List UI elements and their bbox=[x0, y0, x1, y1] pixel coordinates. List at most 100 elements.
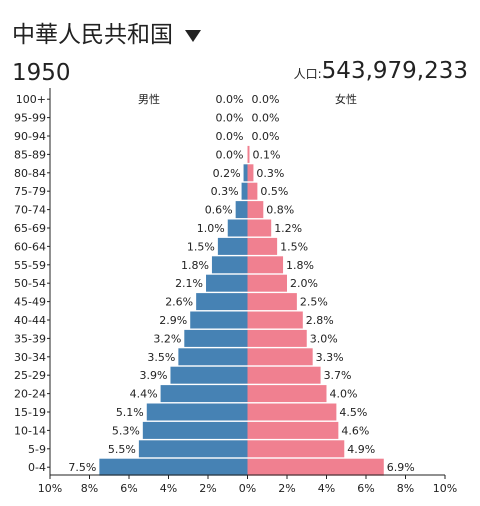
value-label-female: 0.0% bbox=[252, 93, 280, 106]
value-label-male: 0.0% bbox=[216, 148, 244, 161]
value-label-male: 2.1% bbox=[175, 277, 203, 290]
age-group-label: 70-74 bbox=[14, 204, 46, 217]
bar-male bbox=[196, 293, 248, 311]
value-label-male: 3.9% bbox=[140, 369, 168, 382]
value-label-female: 2.5% bbox=[300, 296, 328, 309]
bar-female bbox=[247, 440, 345, 458]
bar-male bbox=[99, 458, 248, 476]
age-group-label: 0-4 bbox=[28, 461, 46, 474]
value-label-male: 4.4% bbox=[130, 388, 158, 401]
age-group-label: 90-94 bbox=[14, 130, 46, 143]
value-label-female: 4.9% bbox=[347, 443, 375, 456]
x-tick-label: 4% bbox=[160, 482, 177, 495]
bar-male bbox=[178, 348, 248, 366]
value-label-female: 3.3% bbox=[316, 351, 344, 364]
age-group-label: 20-24 bbox=[14, 388, 46, 401]
bar-female bbox=[247, 274, 287, 292]
value-label-male: 0.0% bbox=[216, 130, 244, 143]
bar-female bbox=[247, 421, 339, 439]
value-label-male: 1.8% bbox=[181, 259, 209, 272]
age-group-label: 35-39 bbox=[14, 332, 46, 345]
age-group-label: 15-19 bbox=[14, 406, 46, 419]
bar-male bbox=[190, 311, 248, 329]
bar-male bbox=[211, 256, 248, 274]
value-label-female: 0.0% bbox=[252, 130, 280, 143]
value-label-male: 0.3% bbox=[211, 185, 239, 198]
series-label-male: 男性 bbox=[138, 92, 160, 106]
bar-male bbox=[146, 403, 248, 421]
value-label-male: 0.0% bbox=[216, 93, 244, 106]
value-label-female: 4.6% bbox=[341, 424, 369, 437]
bar-female bbox=[247, 256, 284, 274]
population-value: 543,979,233 bbox=[321, 58, 468, 84]
age-group-label: 25-29 bbox=[14, 369, 46, 382]
value-label-male: 0.0% bbox=[216, 112, 244, 125]
bar-female bbox=[247, 403, 337, 421]
age-group-label: 50-54 bbox=[14, 277, 46, 290]
value-label-female: 1.5% bbox=[280, 240, 308, 253]
bar-female bbox=[247, 458, 384, 476]
value-label-male: 3.5% bbox=[147, 351, 175, 364]
value-label-male: 5.3% bbox=[112, 424, 140, 437]
bar-male bbox=[243, 164, 248, 182]
bar-male bbox=[227, 219, 248, 237]
bar-male bbox=[217, 237, 248, 255]
value-label-male: 2.9% bbox=[159, 314, 187, 327]
bar-male bbox=[241, 182, 248, 200]
value-label-male: 2.6% bbox=[165, 296, 193, 309]
value-label-male: 5.1% bbox=[116, 406, 144, 419]
x-tick-label: 10% bbox=[433, 482, 457, 495]
bar-female bbox=[247, 219, 272, 237]
bar-female bbox=[247, 329, 307, 347]
x-tick-label: 6% bbox=[357, 482, 374, 495]
bar-female bbox=[247, 237, 278, 255]
value-label-female: 0.8% bbox=[266, 204, 294, 217]
value-label-male: 0.6% bbox=[205, 204, 233, 217]
age-group-label: 75-79 bbox=[14, 185, 46, 198]
age-group-label: 55-59 bbox=[14, 259, 46, 272]
age-group-label: 10-14 bbox=[14, 424, 46, 437]
triangle-down-icon bbox=[185, 30, 201, 42]
age-group-label: 60-64 bbox=[14, 240, 46, 253]
value-label-female: 0.5% bbox=[260, 185, 288, 198]
value-label-male: 5.5% bbox=[108, 443, 136, 456]
x-tick-label: 8% bbox=[81, 482, 98, 495]
series-label-female: 女性 bbox=[335, 92, 357, 106]
age-group-label: 85-89 bbox=[14, 148, 46, 161]
x-tick-label: 4% bbox=[318, 482, 335, 495]
age-group-label: 65-69 bbox=[14, 222, 46, 235]
age-group-label: 40-44 bbox=[14, 314, 46, 327]
value-label-female: 2.8% bbox=[306, 314, 334, 327]
age-group-label: 45-49 bbox=[14, 296, 46, 309]
x-tick-label: 2% bbox=[199, 482, 216, 495]
value-label-female: 1.8% bbox=[286, 259, 314, 272]
age-group-label: 5-9 bbox=[28, 443, 46, 456]
bar-male bbox=[206, 274, 248, 292]
value-label-female: 0.0% bbox=[252, 112, 280, 125]
x-tick-label: 8% bbox=[397, 482, 414, 495]
country-title: 中華人民共和国 bbox=[12, 22, 173, 48]
bar-female bbox=[247, 385, 327, 403]
country-dropdown-button[interactable] bbox=[184, 28, 202, 47]
value-label-female: 2.0% bbox=[290, 277, 318, 290]
bar-female bbox=[247, 293, 297, 311]
bar-female bbox=[247, 182, 258, 200]
bar-female bbox=[247, 311, 303, 329]
value-label-female: 0.3% bbox=[256, 167, 284, 180]
x-tick-label: 0% bbox=[239, 482, 256, 495]
bar-male bbox=[142, 421, 248, 439]
value-label-male: 1.0% bbox=[197, 222, 225, 235]
bar-male bbox=[138, 440, 248, 458]
value-label-female: 6.9% bbox=[387, 461, 415, 474]
bar-female bbox=[247, 348, 313, 366]
value-label-female: 4.5% bbox=[339, 406, 367, 419]
age-group-label: 80-84 bbox=[14, 167, 46, 180]
value-label-female: 1.2% bbox=[274, 222, 302, 235]
value-label-female: 0.1% bbox=[252, 148, 280, 161]
x-tick-label: 10% bbox=[38, 482, 62, 495]
value-label-male: 7.5% bbox=[68, 461, 96, 474]
x-tick-label: 6% bbox=[120, 482, 137, 495]
bar-male bbox=[184, 329, 248, 347]
population-label: 人口: bbox=[293, 67, 322, 81]
